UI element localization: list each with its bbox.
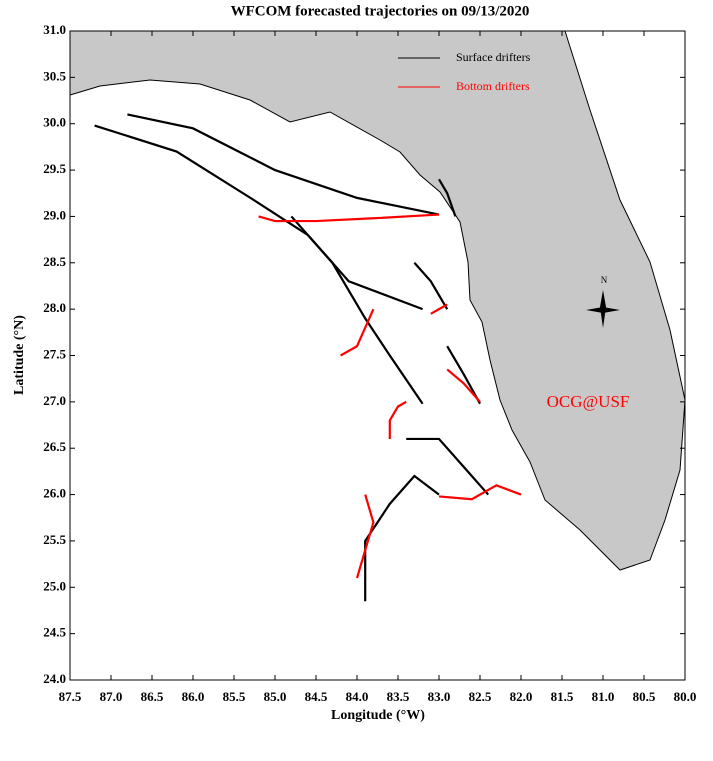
x-tick-label: 80.5	[633, 689, 656, 704]
trajectory	[438, 178, 457, 217]
trajectory	[364, 474, 440, 602]
x-tick-label: 81.5	[551, 689, 574, 704]
trajectory	[413, 262, 449, 310]
y-tick-label: 26.5	[43, 439, 66, 454]
x-tick-label: 83.0	[428, 689, 451, 704]
legend-label: Surface drifters	[456, 50, 531, 64]
x-tick-label: 84.0	[346, 689, 369, 704]
trajectory	[340, 308, 375, 357]
x-tick-label: 86.0	[182, 689, 205, 704]
x-tick-label: 85.5	[223, 689, 246, 704]
x-tick-label: 83.5	[387, 689, 410, 704]
annotation: OCG@USF	[547, 392, 630, 411]
y-tick-label: 27.0	[43, 393, 66, 408]
y-tick-label: 24.0	[43, 671, 66, 686]
trajectory	[446, 345, 481, 405]
trajectory	[430, 303, 448, 315]
y-tick-label: 30.0	[43, 115, 66, 130]
x-tick-label: 85.0	[264, 689, 287, 704]
trajectory	[258, 213, 440, 223]
y-tick-label: 27.5	[43, 346, 66, 361]
x-tick-label: 82.5	[469, 689, 492, 704]
compass-label: N	[601, 275, 608, 285]
trajectory	[406, 437, 490, 496]
trajectory	[446, 368, 481, 403]
legend-label: Bottom drifters	[456, 79, 530, 93]
trajectory	[127, 113, 440, 216]
x-tick-label: 82.0	[510, 689, 533, 704]
y-tick-label: 30.5	[43, 68, 66, 83]
legend: Surface drifters Bottom drifters	[398, 50, 531, 93]
y-tick-label: 29.5	[43, 161, 66, 176]
y-tick-label: 25.0	[43, 578, 66, 593]
x-tick-label: 86.5	[141, 689, 164, 704]
y-tick-label: 28.5	[43, 254, 66, 269]
y-tick-label: 26.0	[43, 486, 66, 501]
trajectory	[355, 494, 375, 579]
y-tick-label: 25.5	[43, 532, 66, 547]
land	[69, 30, 686, 571]
x-tick-label: 87.0	[100, 689, 123, 704]
trajectory	[438, 484, 522, 501]
y-tick-label: 29.0	[43, 207, 66, 222]
y-tick-label: 28.0	[43, 300, 66, 315]
x-axis-label: Longitude (°W)	[331, 708, 425, 723]
y-tick-label: 31.0	[43, 22, 66, 37]
compass: N	[586, 275, 620, 328]
x-tick-label: 84.5	[305, 689, 328, 704]
title: WFCOM forecasted trajectories on 09/13/2…	[231, 3, 530, 19]
trajectory	[290, 215, 424, 405]
x-tick-label: 87.5	[59, 689, 82, 704]
y-tick-label: 24.5	[43, 625, 66, 640]
x-tick-label: 80.0	[674, 689, 697, 704]
trajectory	[94, 124, 423, 311]
x-tick-label: 81.0	[592, 689, 615, 704]
trajectory	[388, 400, 407, 439]
y-axis-label: Latitude (°N)	[12, 315, 27, 395]
